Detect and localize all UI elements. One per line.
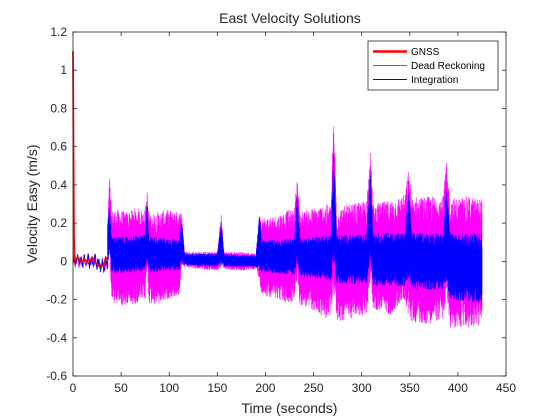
x-tick-label: 450 — [496, 381, 516, 395]
x-tick-label: 0 — [70, 381, 77, 395]
x-axis-label: Time (seconds) — [242, 400, 338, 416]
y-tick-label: 0.6 — [50, 140, 67, 154]
y-tick-label: 0 — [60, 254, 67, 268]
x-tick-label: 400 — [448, 381, 468, 395]
y-tick-label: -0.4 — [46, 331, 67, 345]
chart-title: East Velocity Solutions — [219, 10, 361, 26]
legend: GNSS Dead Reckoning Integration — [367, 40, 499, 91]
x-axis-ticks: 0 50 100 150 200 250 300 350 400 450 — [70, 32, 516, 395]
y-tick-label: 0.2 — [50, 216, 67, 230]
y-axis-label: Velocity Easy (m/s) — [24, 144, 40, 263]
x-tick-label: 150 — [207, 381, 227, 395]
series-integration — [107, 154, 483, 303]
x-tick-label: 300 — [352, 381, 372, 395]
y-tick-label: 1.2 — [50, 25, 67, 39]
series-gnss — [72, 51, 109, 269]
series-layer — [72, 51, 483, 328]
y-axis-ticks: -0.6 -0.4 -0.2 0 0.2 0.4 0.6 0.8 1 1.2 — [46, 25, 506, 383]
y-tick-label: -0.2 — [46, 293, 67, 307]
y-tick-label: 0.4 — [50, 178, 67, 192]
plot-frame — [72, 31, 507, 377]
x-tick-label: 200 — [255, 381, 275, 395]
legend-entry-dead-reckoning: Dead Reckoning — [411, 61, 485, 72]
y-tick-label: 1 — [60, 63, 67, 77]
legend-entry-integration: Integration — [411, 75, 458, 86]
x-tick-label: 350 — [400, 381, 420, 395]
x-tick-label: 100 — [159, 381, 179, 395]
x-tick-label: 50 — [114, 381, 128, 395]
y-tick-label: 0.8 — [50, 101, 67, 115]
x-tick-label: 250 — [304, 381, 324, 395]
y-tick-label: -0.6 — [46, 369, 67, 383]
legend-entry-gnss: GNSS — [411, 47, 440, 58]
